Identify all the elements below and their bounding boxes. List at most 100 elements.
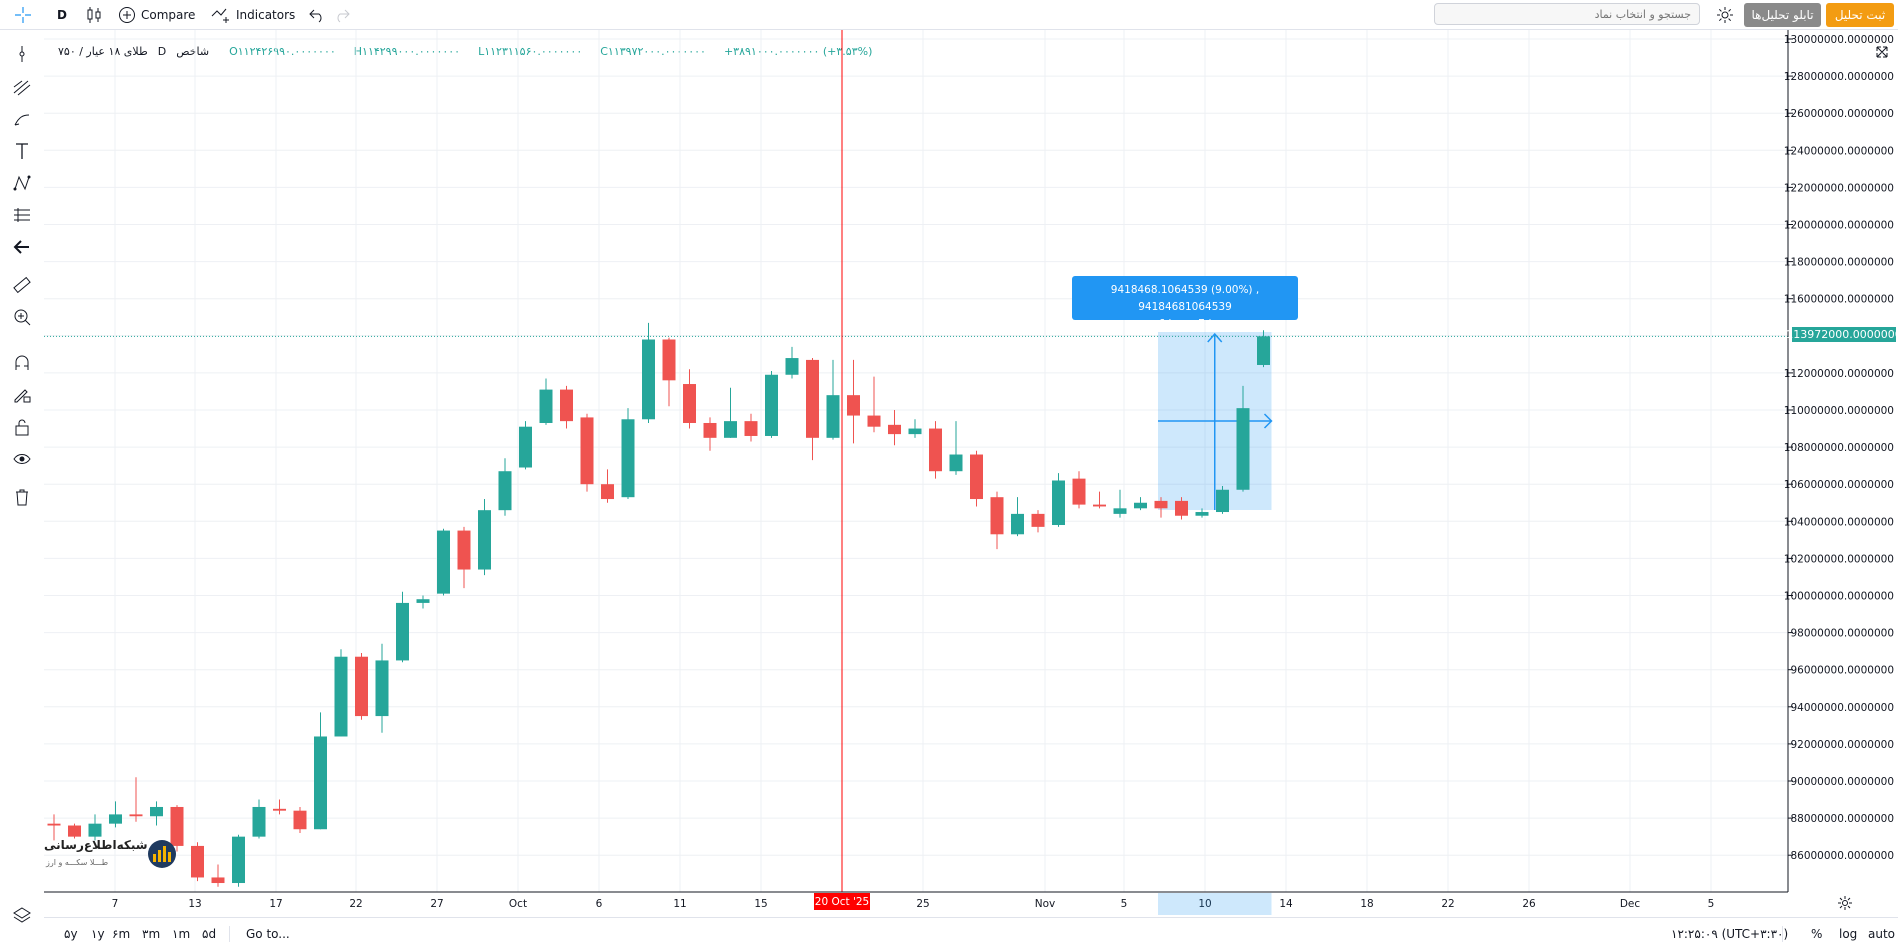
candle: [88, 814, 102, 841]
range-5d[interactable]: ۵d: [202, 927, 217, 941]
candle-body: [211, 877, 225, 884]
measure-right-arrowhead: [1263, 413, 1273, 429]
analysis-board-button[interactable]: تابلو تحلیل‌ها: [1744, 3, 1821, 27]
logo-icon: [148, 840, 176, 868]
candle: [416, 595, 430, 609]
lock-drawing-icon[interactable]: [10, 383, 34, 407]
candle-style-icon[interactable]: [86, 0, 102, 30]
candle-body: [1113, 508, 1127, 514]
candle-body: [314, 736, 327, 830]
candle: [498, 458, 512, 516]
candle-body: [970, 454, 983, 500]
candle: [1072, 471, 1086, 509]
candle: [273, 799, 286, 815]
symbol-search-input[interactable]: [1434, 3, 1700, 25]
range-3m[interactable]: ۳m: [142, 927, 161, 941]
candle-body: [662, 339, 676, 381]
candle-body: [1236, 408, 1250, 490]
time-tick-label: 26: [1522, 898, 1536, 910]
goto-button[interactable]: Go to...: [246, 927, 290, 941]
time-tick-label: 18: [1360, 898, 1373, 910]
time-tick-label: 15: [754, 898, 767, 910]
candle: [765, 371, 778, 438]
indicators-button[interactable]: Indicators: [211, 0, 295, 30]
settings-gear-icon[interactable]: [1713, 0, 1737, 30]
trash-icon[interactable]: [10, 485, 34, 509]
pattern-icon[interactable]: [10, 171, 34, 195]
ruler-icon[interactable]: [10, 273, 34, 297]
auto-toggle[interactable]: auto: [1868, 927, 1896, 941]
measure-up-arrowhead: [1207, 332, 1223, 343]
divider: [1782, 926, 1783, 942]
legend-interval: D: [157, 44, 167, 58]
brush-icon[interactable]: [10, 107, 34, 131]
time-tick-label: 22: [1441, 898, 1454, 910]
text-icon[interactable]: [10, 139, 34, 163]
candle: [683, 369, 696, 429]
price-tick-label: 104000000.0000000: [1784, 516, 1894, 528]
candle-body: [1072, 478, 1086, 505]
candle-body: [806, 359, 819, 438]
indicators-label: Indicators: [236, 8, 296, 22]
time-tick-label: 5: [1121, 898, 1128, 910]
price-tick-label: 124000000.0000000: [1784, 145, 1894, 157]
candle: [970, 450, 983, 507]
indicators-icon: [211, 6, 231, 24]
price-tick-label: 92000000.0000000: [1790, 739, 1894, 751]
time-axis: 7 13 17 22 27 Oct 6 11 15 25 Nov 5 10 14 18 22 26 Dec 5: [44, 891, 1788, 915]
price-tick-label: 90000000.0000000: [1790, 776, 1894, 788]
candle-body: [560, 389, 573, 422]
magnet-icon[interactable]: [10, 351, 34, 375]
legend-symbol[interactable]: طلای ۱۸ عیار / ۷۵۰: [58, 44, 148, 58]
range-5y[interactable]: ۵y: [64, 927, 78, 941]
legend-open: O۱۱۲۴۲۶۹۹۰.۰۰۰۰۰۰۰: [229, 44, 336, 58]
layers-icon[interactable]: [10, 903, 34, 927]
candle-body: [375, 660, 389, 717]
range-1m[interactable]: ۱m: [172, 927, 191, 941]
fib-tool-icon[interactable]: [10, 75, 34, 99]
zoom-in-icon[interactable]: [10, 305, 34, 329]
save-analysis-button[interactable]: ثبت تحلیل: [1826, 3, 1894, 27]
axis-settings-icon[interactable]: [1835, 893, 1855, 913]
candle: [150, 801, 163, 826]
back-arrow-icon[interactable]: [10, 235, 34, 259]
measure-value-text: 9418468.1064539 (9.00%) , 94184681064539: [1110, 284, 1260, 313]
clock-timezone[interactable]: ۱۲:۲۵:۰۹ (UTC+۳:۳۰): [1671, 927, 1789, 941]
candle: [1134, 497, 1147, 511]
candle-body: [847, 395, 860, 416]
candle-body: [68, 825, 81, 837]
candle-body: [601, 484, 614, 500]
drawing-toolbar: [0, 30, 44, 950]
prediction-icon[interactable]: [10, 203, 34, 227]
time-tick-label: Dec: [1620, 898, 1641, 910]
legend-index: شاخص: [176, 44, 210, 58]
redo-icon[interactable]: [333, 0, 351, 30]
trend-line-icon[interactable]: [10, 42, 34, 66]
candle-body: [519, 426, 532, 468]
undo-icon[interactable]: [308, 0, 326, 30]
range-6m[interactable]: ۶m: [112, 927, 131, 941]
price-tick-label: 94000000.0000000: [1790, 702, 1894, 714]
compare-button[interactable]: Compare: [118, 0, 195, 30]
range-1y[interactable]: ۱y: [91, 927, 105, 941]
candle: [519, 421, 532, 470]
log-toggle[interactable]: log: [1839, 927, 1858, 941]
candle: [478, 499, 491, 576]
candle: [744, 413, 758, 442]
time-tick-label: 14: [1279, 898, 1293, 910]
crosshair-icon[interactable]: [12, 0, 34, 30]
eye-icon[interactable]: [10, 447, 34, 471]
candle-body: [478, 510, 491, 570]
candle-body: [929, 428, 942, 472]
time-tick-label: 13: [188, 898, 201, 910]
unlock-icon[interactable]: [10, 415, 34, 439]
candle-body: [150, 806, 163, 817]
candle: [929, 421, 942, 479]
candle-body: [785, 358, 799, 375]
maximize-icon[interactable]: [1873, 43, 1891, 61]
interval-button[interactable]: D: [57, 8, 67, 22]
candle: [662, 337, 676, 407]
percent-toggle[interactable]: %: [1811, 927, 1823, 941]
time-range-highlight: [1158, 893, 1272, 915]
